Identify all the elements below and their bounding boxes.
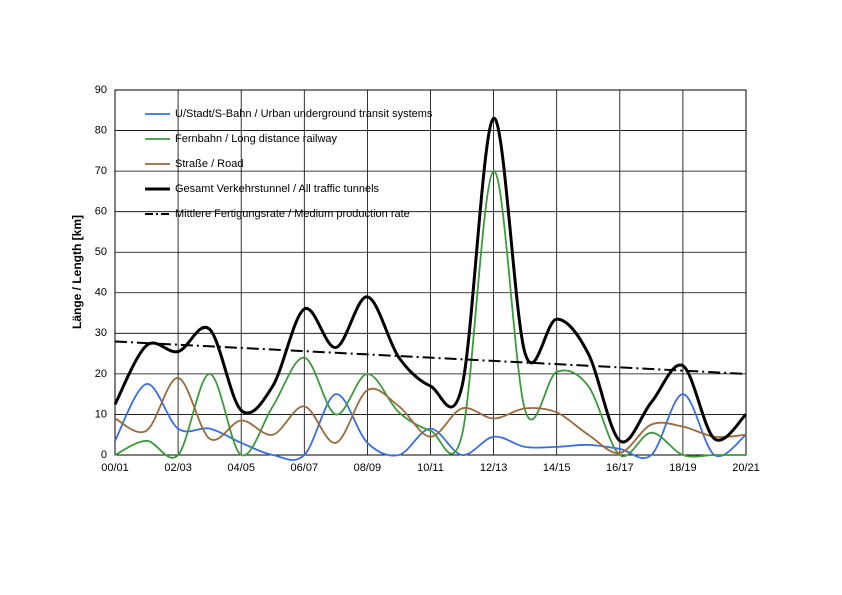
y-tick-label: 80: [95, 124, 107, 136]
x-tick-label: 10/11: [417, 462, 444, 474]
x-tick-label: 08/09: [354, 462, 382, 474]
series-line: [114, 383, 747, 461]
y-tick-label: 40: [95, 287, 107, 299]
legend-label: Mittlere Fertigungsrate / Medium product…: [175, 208, 410, 220]
x-tick-label: 02/03: [164, 462, 192, 474]
series-line: [114, 377, 747, 454]
legend-label: Straße / Road: [175, 158, 243, 170]
y-tick-label: 20: [95, 368, 107, 380]
y-tick-label: 10: [95, 408, 107, 420]
x-tick-label: 04/05: [227, 462, 255, 474]
series-line: [113, 116, 748, 444]
legend-label: Gesamt Verkehrstunnel / All traffic tunn…: [175, 183, 380, 195]
x-tick-label: 18/19: [669, 462, 697, 474]
y-tick-label: 50: [95, 246, 107, 258]
y-axis-label: Länge / Length [km]: [70, 215, 84, 329]
series-line: [114, 340, 747, 375]
x-tick-label: 00/01: [101, 462, 129, 474]
y-tick-label: 70: [95, 165, 107, 177]
x-tick-label: 12/13: [480, 462, 508, 474]
legend-label: Fernbahn / Long distance railway: [175, 133, 338, 145]
y-tick-label: 0: [101, 449, 107, 461]
y-tick-label: 30: [95, 327, 107, 339]
y-tick-label: 60: [95, 206, 107, 218]
y-tick-label: 90: [95, 84, 107, 96]
x-tick-label: 20/21: [732, 462, 760, 474]
x-tick-label: 16/17: [606, 462, 634, 474]
x-tick-label: 14/15: [543, 462, 571, 474]
series-line: [114, 170, 746, 459]
plot-frame: [114, 89, 747, 456]
x-tick-label: 06/07: [291, 462, 319, 474]
legend-label: U/Stadt/S-Bahn / Urban underground trans…: [175, 108, 433, 120]
